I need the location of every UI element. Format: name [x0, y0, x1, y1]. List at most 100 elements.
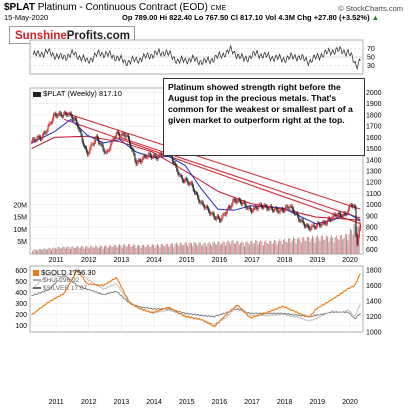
volume-bar [149, 247, 151, 254]
volume-bar [90, 246, 92, 254]
volume-bar [106, 246, 108, 254]
legend-main-label: $PLAT (Weekly) 817.10 [43, 89, 122, 98]
volume-bar [283, 239, 284, 254]
volume-bar [230, 244, 231, 254]
price-tick-label: 2000 [366, 90, 382, 97]
volume-bar [191, 243, 192, 254]
volume-bar [139, 246, 141, 254]
main-x-tick-label: 2013 [114, 257, 130, 264]
volume-bar [70, 248, 71, 254]
volume-bar [315, 237, 317, 254]
volume-bar [158, 245, 160, 254]
volume-bar [128, 244, 129, 254]
volume-bar [114, 244, 115, 254]
bottom-x-tick-label: 2018 [277, 399, 293, 406]
volume-bar [301, 237, 303, 254]
volume-bar [115, 245, 117, 254]
volume-bar [63, 246, 65, 254]
volume-bar [179, 242, 181, 254]
volume-bar [203, 242, 205, 254]
volume-bar [178, 245, 180, 254]
volume-bar [192, 246, 194, 254]
volume-bar [160, 244, 162, 254]
volume-bar [309, 241, 311, 254]
ratio-grid [30, 266, 363, 332]
volume-bar [246, 240, 248, 254]
volume-bar [279, 239, 281, 254]
volume-bar [126, 246, 128, 254]
volume-bar [93, 247, 95, 254]
volume-bar [291, 240, 293, 254]
volume-bar [324, 239, 326, 254]
hui-legend: $HUI 296.92 [33, 277, 79, 284]
ratio-right-tick-label: 1800 [366, 267, 382, 274]
volume-bar [154, 247, 156, 254]
volume-bar [242, 242, 244, 254]
volume-bar [328, 241, 330, 254]
price-tick-label: 1500 [366, 146, 382, 153]
volume-bar [329, 238, 331, 254]
volume-bar [125, 245, 127, 254]
volume-bar [218, 241, 220, 254]
volume-bar [101, 246, 103, 254]
volume-bar [184, 242, 186, 254]
volume-bar [68, 247, 70, 254]
volume-bar [317, 235, 318, 254]
ratio-right-tick-label: 1400 [366, 298, 382, 305]
volume-bar [295, 243, 297, 254]
volume-bar [51, 249, 52, 254]
volume-bar [341, 234, 342, 254]
bottom-x-tick-label: 2017 [244, 399, 260, 406]
volume-bar [104, 246, 105, 254]
volume-bar [278, 241, 279, 254]
volume-bar [244, 246, 245, 254]
main-x-tick-label: 2015 [179, 257, 195, 264]
volume-bar [53, 247, 55, 254]
volume-bar [173, 247, 175, 254]
volume-bar [304, 240, 306, 254]
volume-bar [296, 238, 298, 254]
volume-bar [259, 242, 260, 254]
volume-bar [215, 244, 216, 254]
price-tick-label: 700 [366, 236, 378, 243]
volume-bar [223, 241, 225, 254]
volume-bar [346, 234, 347, 254]
volume-bar [172, 244, 173, 254]
volume-bar [256, 240, 258, 254]
volume-bar [129, 244, 131, 254]
ratio-left-tick-label: 600 [15, 268, 27, 275]
volume-bar [182, 245, 184, 254]
price-tick-label: 1200 [366, 180, 382, 187]
indicator-tick-label: 70 [367, 46, 375, 53]
volume-bar [217, 241, 219, 254]
volume-bar [46, 250, 47, 254]
volume-bar [174, 243, 176, 254]
volume-bar [67, 246, 69, 254]
volume-bar [284, 238, 286, 254]
symbol: $PLAT [4, 2, 35, 13]
volume-bar [228, 242, 230, 254]
ratio-right-tick-label: 1000 [366, 330, 382, 337]
volume-bar [56, 248, 57, 254]
volume-bar [293, 237, 294, 254]
volume-bar [112, 246, 114, 254]
volume-bar [319, 240, 321, 254]
volume-bar [281, 244, 283, 254]
volume-bar [49, 248, 51, 254]
volume-bar [254, 243, 255, 254]
volume-bar [47, 248, 49, 254]
bottom-x-tick-label: 2014 [146, 399, 162, 406]
quote-volume: Vol 4.3M [265, 13, 295, 22]
volume-bar [73, 247, 75, 254]
volume-bar [163, 246, 165, 254]
volume-bar [175, 242, 177, 254]
volume-bar [347, 240, 349, 254]
volume-bar [107, 247, 109, 254]
price-tick-label: 1800 [366, 112, 382, 119]
volume-bar [349, 228, 351, 254]
volume-bar [314, 242, 316, 254]
volume-bar [66, 247, 68, 254]
volume-bar [221, 243, 223, 254]
volume-bar [332, 237, 334, 254]
